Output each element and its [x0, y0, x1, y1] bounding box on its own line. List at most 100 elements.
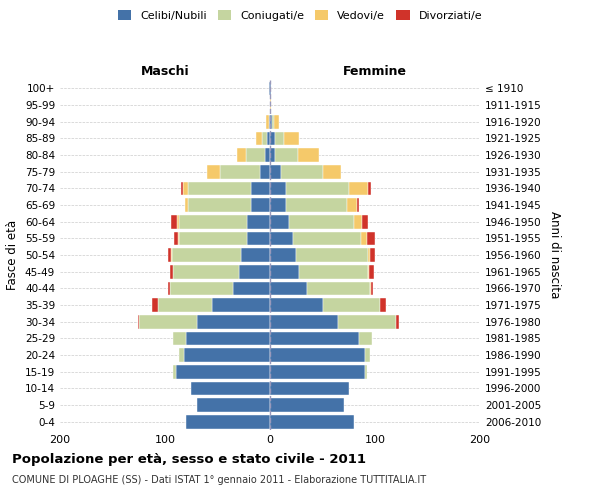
- Bar: [368, 182, 371, 195]
- Bar: [270, 132, 275, 145]
- Bar: [197, 315, 270, 328]
- Bar: [270, 248, 296, 262]
- Bar: [173, 365, 176, 378]
- Bar: [274, 115, 280, 128]
- Bar: [298, 148, 319, 162]
- Text: Popolazione per età, sesso e stato civile - 2011: Popolazione per età, sesso e stato civil…: [12, 452, 366, 466]
- Bar: [270, 298, 323, 312]
- Bar: [176, 215, 179, 228]
- Bar: [362, 215, 368, 228]
- Bar: [296, 248, 368, 262]
- Y-axis label: Anni di nascita: Anni di nascita: [548, 212, 561, 298]
- Bar: [281, 165, 323, 178]
- Bar: [186, 415, 270, 428]
- Bar: [251, 182, 270, 195]
- Bar: [260, 165, 270, 178]
- Bar: [265, 148, 270, 162]
- Bar: [371, 282, 373, 295]
- Bar: [270, 82, 271, 95]
- Bar: [284, 132, 299, 145]
- Bar: [170, 282, 233, 295]
- Bar: [270, 182, 286, 195]
- Bar: [179, 215, 247, 228]
- Bar: [246, 148, 265, 162]
- Bar: [175, 232, 178, 245]
- Bar: [286, 198, 347, 212]
- Bar: [349, 182, 368, 195]
- Bar: [239, 265, 270, 278]
- Bar: [270, 148, 275, 162]
- Bar: [307, 282, 370, 295]
- Bar: [251, 198, 270, 212]
- Bar: [275, 132, 284, 145]
- Bar: [365, 365, 367, 378]
- Legend: Celibi/Nubili, Coniugati/e, Vedovi/e, Divorziati/e: Celibi/Nubili, Coniugati/e, Vedovi/e, Di…: [113, 6, 487, 25]
- Bar: [183, 182, 188, 195]
- Bar: [270, 348, 365, 362]
- Bar: [357, 198, 359, 212]
- Bar: [270, 365, 365, 378]
- Bar: [172, 215, 176, 228]
- Bar: [338, 315, 396, 328]
- Bar: [368, 248, 370, 262]
- Bar: [241, 248, 270, 262]
- Bar: [270, 115, 272, 128]
- Bar: [172, 248, 241, 262]
- Bar: [323, 298, 380, 312]
- Bar: [270, 165, 281, 178]
- Bar: [138, 315, 139, 328]
- Bar: [168, 248, 172, 262]
- Bar: [179, 232, 247, 245]
- Bar: [270, 232, 293, 245]
- Bar: [270, 265, 299, 278]
- Bar: [367, 232, 375, 245]
- Bar: [168, 282, 170, 295]
- Y-axis label: Fasce di età: Fasce di età: [7, 220, 19, 290]
- Bar: [370, 248, 375, 262]
- Bar: [181, 182, 183, 195]
- Bar: [266, 115, 269, 128]
- Bar: [293, 232, 361, 245]
- Bar: [270, 98, 271, 112]
- Bar: [212, 298, 270, 312]
- Bar: [270, 215, 289, 228]
- Bar: [267, 132, 270, 145]
- Bar: [354, 215, 362, 228]
- Bar: [368, 265, 374, 278]
- Bar: [256, 132, 262, 145]
- Bar: [270, 332, 359, 345]
- Bar: [270, 415, 354, 428]
- Bar: [184, 348, 270, 362]
- Bar: [233, 282, 270, 295]
- Bar: [173, 332, 186, 345]
- Bar: [299, 265, 368, 278]
- Bar: [152, 298, 158, 312]
- Bar: [270, 282, 307, 295]
- Bar: [323, 165, 341, 178]
- Bar: [272, 115, 274, 128]
- Bar: [361, 232, 367, 245]
- Bar: [220, 165, 260, 178]
- Text: Femmine: Femmine: [343, 64, 407, 78]
- Bar: [139, 315, 197, 328]
- Bar: [158, 298, 212, 312]
- Bar: [269, 82, 270, 95]
- Bar: [380, 298, 386, 312]
- Bar: [188, 198, 251, 212]
- Bar: [188, 182, 251, 195]
- Bar: [396, 315, 399, 328]
- Bar: [191, 382, 270, 395]
- Bar: [365, 348, 370, 362]
- Bar: [286, 182, 349, 195]
- Bar: [170, 265, 173, 278]
- Bar: [289, 215, 354, 228]
- Bar: [179, 348, 184, 362]
- Bar: [262, 132, 267, 145]
- Bar: [270, 198, 286, 212]
- Bar: [173, 265, 239, 278]
- Bar: [247, 215, 270, 228]
- Bar: [269, 115, 270, 128]
- Text: Maschi: Maschi: [140, 64, 190, 78]
- Bar: [207, 165, 220, 178]
- Bar: [270, 382, 349, 395]
